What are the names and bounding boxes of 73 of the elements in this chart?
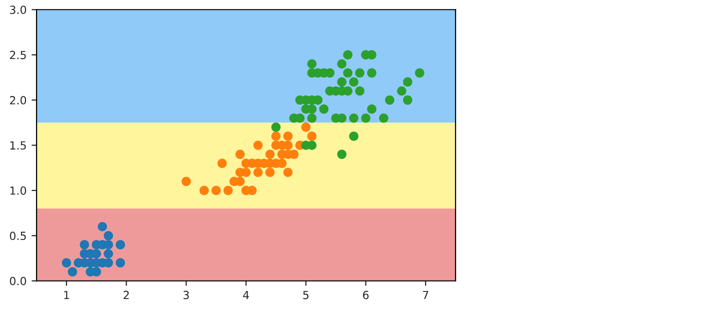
point xyxy=(98,222,108,232)
x-tick-label: 5 xyxy=(303,290,308,300)
point xyxy=(104,240,114,250)
point xyxy=(349,113,358,123)
point xyxy=(265,168,275,178)
point xyxy=(337,113,346,123)
point xyxy=(199,186,209,196)
point xyxy=(116,240,126,250)
point xyxy=(253,140,263,150)
point xyxy=(307,140,317,150)
point xyxy=(104,231,114,240)
point xyxy=(235,150,245,159)
point xyxy=(343,68,352,78)
point xyxy=(319,104,329,114)
point xyxy=(211,186,221,196)
point xyxy=(182,176,191,186)
point xyxy=(414,68,424,78)
point xyxy=(355,68,364,78)
x-tick-label: 2 xyxy=(124,290,129,300)
point xyxy=(313,95,323,105)
point xyxy=(92,249,102,258)
point xyxy=(80,240,90,250)
point xyxy=(62,258,72,268)
point xyxy=(283,132,293,141)
point xyxy=(295,113,305,123)
point xyxy=(283,140,293,150)
point xyxy=(104,249,114,258)
point xyxy=(361,113,370,123)
point xyxy=(403,95,412,105)
x-tick-label: 4 xyxy=(243,290,249,300)
point xyxy=(355,86,364,96)
point xyxy=(397,86,406,96)
point xyxy=(271,122,281,132)
y-tick-label: 2.5 xyxy=(10,50,26,60)
point xyxy=(367,68,376,78)
y-tick-label: 1.5 xyxy=(10,141,26,150)
point xyxy=(307,132,317,141)
point xyxy=(337,150,346,159)
point xyxy=(343,86,352,96)
point xyxy=(403,77,412,87)
point xyxy=(337,59,346,69)
point xyxy=(337,77,346,87)
point xyxy=(223,186,233,196)
point xyxy=(367,104,376,114)
point xyxy=(307,104,317,114)
point xyxy=(104,258,114,268)
x-tick-label: 3 xyxy=(184,290,189,300)
point xyxy=(253,168,263,178)
point xyxy=(349,77,358,87)
point xyxy=(325,68,335,78)
point xyxy=(343,50,352,60)
point xyxy=(92,267,102,276)
point xyxy=(271,132,281,141)
point xyxy=(301,122,311,132)
point xyxy=(283,168,293,178)
y-tick-label: 2.0 xyxy=(10,96,26,104)
point xyxy=(217,158,227,168)
point xyxy=(307,59,317,69)
point xyxy=(385,95,394,105)
point xyxy=(379,113,388,123)
y-tick-label: 1.0 xyxy=(10,186,26,195)
y-tick-label: 0.5 xyxy=(10,232,26,240)
point xyxy=(116,258,126,268)
point xyxy=(349,132,358,141)
point xyxy=(307,113,317,123)
x-tick-label: 7 xyxy=(422,290,428,300)
x-tick-label: 6 xyxy=(363,290,369,300)
x-tick-label: 1 xyxy=(64,290,69,300)
point xyxy=(68,267,78,276)
y-tick-label: 0.0 xyxy=(10,276,26,286)
point xyxy=(289,150,299,159)
y-tick-label: 3.0 xyxy=(10,6,26,14)
point xyxy=(265,150,275,159)
